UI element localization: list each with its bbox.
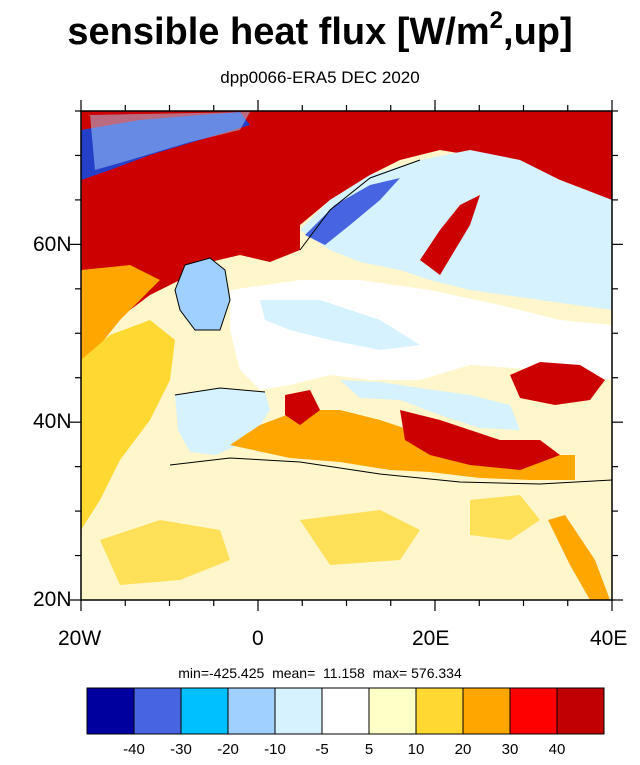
stat-min: min=-425.425 [178,665,265,681]
colorbar-label: -30 [170,741,192,758]
colorbar [86,687,605,735]
colorbar-label: -40 [123,741,145,758]
stat-max: max= 576.334 [372,665,462,681]
colorbar-box [556,687,605,735]
norway-coast-blue [305,178,400,245]
atlantic-yellow [81,320,175,530]
colorbar-label: -10 [264,741,286,758]
red-sea [548,515,610,600]
coastline [169,159,612,485]
colorbar-box [509,687,558,735]
stat-mean: mean= 11.158 [272,665,365,681]
x-label-20w: 20W [58,627,102,650]
figure-subtitle: dpp0066-ERA5 DEC 2020 [220,68,420,87]
eastern-med-red [400,410,560,470]
colorbar-label: 20 [454,741,472,758]
colorbar-label: 10 [407,741,425,758]
figure-title: sensible heat flux [W/m2,up] [0,7,640,54]
tyrrhenian-red [285,390,320,425]
title-main: sensible heat flux [W/m [67,11,490,53]
axis-ticks [70,100,623,611]
british-isles [175,258,230,330]
colorbar-label: -5 [315,741,329,758]
y-label-20n: 20N [33,588,72,611]
colorbar-box [415,687,464,735]
x-label-20e: 20E [412,627,450,650]
atlantic-orange [81,265,160,360]
y-label-60n: 60N [33,233,72,256]
balkans-light [340,380,520,430]
colorbar-label: 40 [548,741,566,758]
central-europe-blue [260,300,420,350]
x-label-40e: 40E [590,627,628,650]
title-superscript: 2 [489,7,504,34]
colorbar-box [368,687,417,735]
colorbar-label: 5 [364,741,374,758]
x-label-0: 0 [252,627,264,650]
colorbar-label: -20 [217,741,239,758]
arctic-light [90,112,250,170]
colorbar-box [462,687,511,735]
black-sea [510,362,605,405]
sahara-yellow-patches [100,495,540,585]
colorbar-box [274,687,323,735]
statistics: min=-425.425 mean= 11.158 max= 576.334 [0,665,640,681]
colorbar-box [133,687,182,735]
north-atlantic-warm [81,111,612,330]
colorbar-label: 30 [501,741,519,758]
map-field [81,111,612,600]
colorbar-box [321,687,370,735]
y-label-40n: 40N [33,410,72,433]
title-tail: ,up] [503,11,573,53]
colorbar-box [180,687,229,735]
baltic-warm [420,195,480,275]
colorbar-box [227,687,276,735]
colorbar-box [86,687,135,735]
